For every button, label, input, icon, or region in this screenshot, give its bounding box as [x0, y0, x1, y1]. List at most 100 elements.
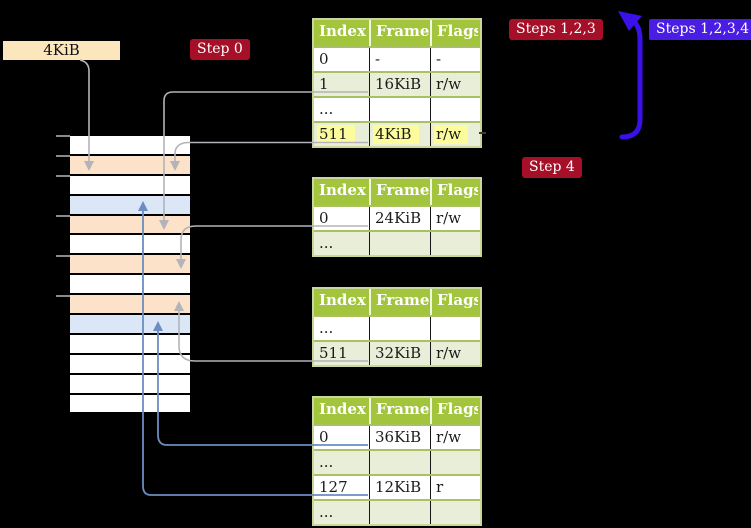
cell-flags [430, 501, 478, 524]
page-table-2: Index Frame Flags 0 24KiB r/w ... [312, 177, 482, 257]
memory-frame-white [70, 332, 190, 353]
cell-index: ... [319, 234, 334, 252]
column-header-index: Index [319, 181, 366, 199]
cell-flags [430, 232, 478, 255]
column-header-flags: Flags [430, 289, 478, 315]
cell-index: 511 [319, 344, 348, 362]
cell-flags: r/w [430, 342, 478, 365]
cell-frame [369, 98, 430, 121]
cell-index: ... [319, 453, 334, 471]
memory-frame-white [70, 233, 190, 254]
cell-frame [369, 501, 430, 524]
table-row-highlighted: 511 4KiB r/w [314, 121, 480, 146]
memory-frame-white [70, 173, 190, 194]
memory-frame-orange [70, 153, 190, 174]
cell-flags [430, 451, 478, 474]
cell-frame [369, 232, 430, 255]
memory-frame-white [70, 372, 190, 393]
memory-frame-blue [70, 313, 190, 333]
cell-index: 511 [314, 123, 369, 146]
page-table-1: Index Frame Flags 0 - - 1 16KiB r/w ... … [312, 18, 482, 148]
address-tick [56, 255, 70, 257]
memory-frame-blue [70, 193, 190, 214]
cell-frame: 36KiB [369, 426, 430, 449]
table-header-row: Index Frame Flags [314, 20, 480, 46]
table-header-row: Index Frame Flags [314, 398, 480, 424]
column-header-flags: Flags [430, 179, 478, 205]
memory-frame-white [70, 352, 190, 373]
badge-step-4: Step 4 [522, 157, 582, 178]
cell-index: 127 [319, 478, 348, 496]
cell-flags: r/w [430, 123, 478, 146]
address-tick [56, 175, 70, 177]
table-row: 0 24KiB r/w [314, 205, 480, 230]
page-table-3: Index Frame Flags ... 511 32KiB r/w [312, 287, 482, 367]
cell-index: ... [319, 319, 334, 337]
table-row: 511 32KiB r/w [314, 340, 480, 365]
cell-flags: r/w [430, 207, 478, 230]
memory-frame-orange [70, 213, 190, 234]
cell-index: 0 [319, 209, 329, 227]
table-row: ... [314, 230, 480, 255]
memory-frame-orange [70, 253, 190, 274]
table-row: ... [314, 449, 480, 474]
column-header-flags: Flags [430, 398, 478, 424]
page-table-4: Index Frame Flags 0 36KiB r/w ... 127 12… [312, 396, 482, 526]
memory-frame-orange [70, 293, 190, 314]
badge-steps-1-2-3: Steps 1,2,3 [509, 19, 603, 40]
highlight: 511 [317, 125, 355, 144]
cell-flags: r [430, 476, 478, 499]
cell-index: 1 [319, 75, 329, 93]
cell-flags [430, 317, 478, 340]
table-header-row: Index Frame Flags [314, 179, 480, 205]
cell-frame: 24KiB [369, 207, 430, 230]
table-row: ... [314, 499, 480, 524]
address-tick [56, 295, 70, 297]
address-tick [56, 135, 70, 137]
cell-flags: r/w [430, 73, 478, 96]
address-tick [56, 155, 70, 157]
cell-frame [369, 451, 430, 474]
highlight: r/w [434, 125, 469, 144]
column-header-frame: Frame [369, 179, 430, 205]
cell-index: ... [319, 100, 334, 118]
cell-frame: 16KiB [369, 73, 430, 96]
cell-index: 0 [319, 428, 329, 446]
recursive-loop-arrow [619, 14, 643, 140]
memory-frame-white [70, 392, 190, 413]
cell-index: ... [319, 503, 334, 521]
cell-index: 0 [319, 50, 329, 68]
table-row: 1 16KiB r/w [314, 71, 480, 96]
column-header-index: Index [319, 291, 366, 309]
badge-step-0: Step 0 [190, 39, 250, 60]
cell-flags: r/w [430, 426, 478, 449]
table-row: 0 - - [314, 46, 480, 71]
column-header-frame: Frame [369, 20, 430, 46]
cell-frame: 4KiB [369, 123, 430, 146]
highlight: 4KiB [373, 125, 419, 144]
memory-stack [70, 136, 190, 413]
address-tick [56, 215, 70, 217]
column-header-flags: Flags [430, 20, 478, 46]
table-row: 0 36KiB r/w [314, 424, 480, 449]
table-row: ... [314, 96, 480, 121]
cell-flags: - [430, 48, 478, 71]
cell-frame [369, 317, 430, 340]
cell-frame: - [369, 48, 430, 71]
table-row: 127 12KiB r [314, 474, 480, 499]
column-header-frame: Frame [369, 289, 430, 315]
column-header-frame: Frame [369, 398, 430, 424]
cell-frame: 32KiB [369, 342, 430, 365]
cell-frame: 12KiB [369, 476, 430, 499]
table-header-row: Index Frame Flags [314, 289, 480, 315]
memory-frame-white [70, 273, 190, 294]
column-header-index: Index [319, 400, 366, 418]
table-row: ... [314, 315, 480, 340]
badge-steps-1-2-3-4: Steps 1,2,3,4 [649, 19, 751, 40]
frame-size-label: 4KiB [3, 41, 120, 60]
memory-frame-white [70, 136, 190, 154]
column-header-index: Index [319, 22, 366, 40]
cell-flags [430, 98, 478, 121]
arrowhead-up-left-icon [618, 11, 642, 31]
